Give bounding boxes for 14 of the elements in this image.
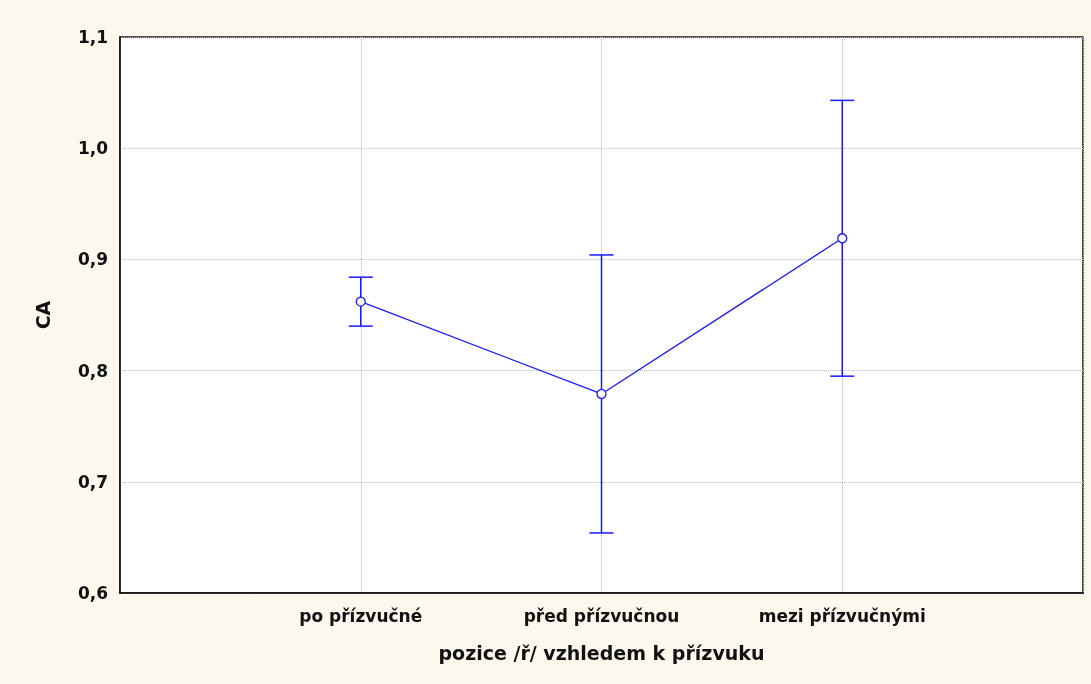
- y-tick-label: 1,0: [77, 138, 109, 159]
- y-tick-label: 1,1: [77, 27, 108, 47]
- x-tick-label: před přízvučnou: [523, 605, 680, 626]
- y-axis-title: CA: [31, 300, 54, 330]
- point: [355, 296, 366, 307]
- point: [596, 388, 607, 400]
- x-tick-label: mezi přízvučnými: [758, 605, 926, 626]
- x-axis-title: pozice /ř/ vzhledem k přízvuku: [438, 641, 765, 664]
- x-tick-label: po přízvučné: [299, 605, 423, 626]
- y-tick-label: 0,7: [77, 471, 108, 492]
- y-tick-label: 0,6: [77, 583, 108, 603]
- y-tick-label: 0,9: [77, 249, 108, 270]
- y-tick-label: 0,8: [77, 360, 108, 381]
- point: [837, 233, 848, 244]
